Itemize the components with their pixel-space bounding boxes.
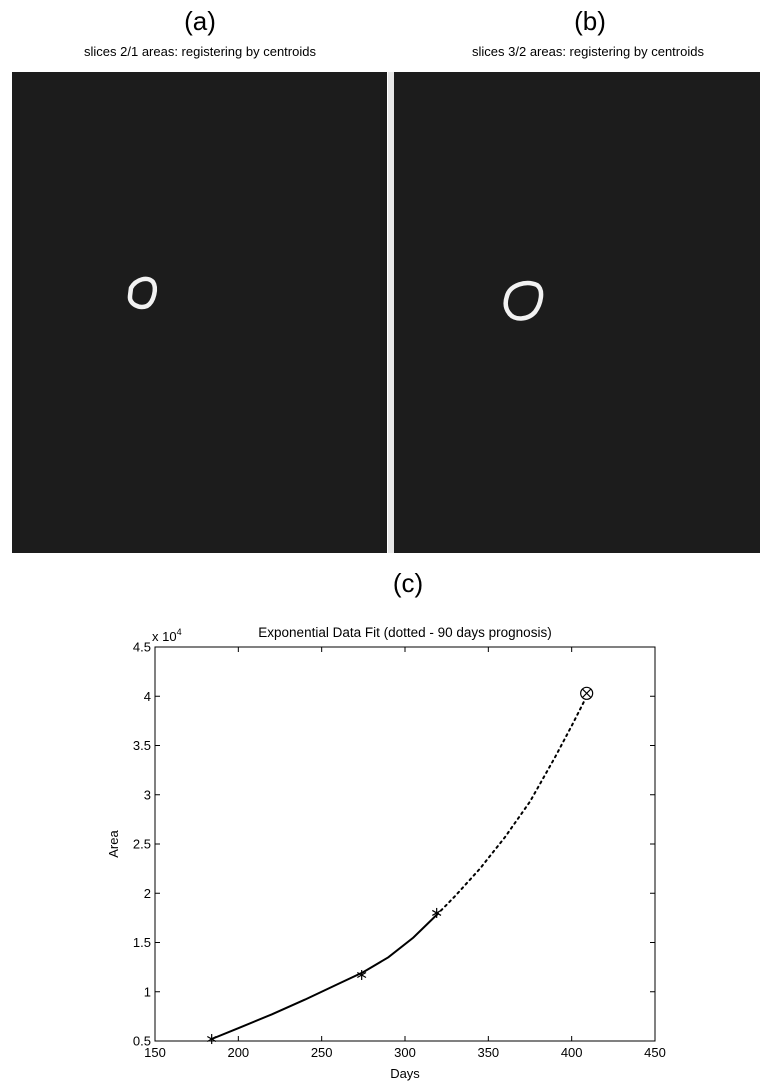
asterisk-stroke xyxy=(357,971,367,979)
x-tick-label: 350 xyxy=(477,1045,499,1060)
y-tick-label: 3 xyxy=(144,787,151,802)
y-tick-label: 0.5 xyxy=(133,1034,151,1049)
x-tick-label: 300 xyxy=(394,1045,416,1060)
marker-cross-2 xyxy=(582,688,592,698)
y-multiplier: x 104 xyxy=(152,627,182,644)
marker-layer xyxy=(207,686,594,1045)
contour-b xyxy=(503,280,544,321)
x-axis-ticks: 150 200 250 300 350 400 450 xyxy=(144,647,666,1060)
prognosis-point-circle-x xyxy=(580,686,594,700)
data-point-asterisk xyxy=(357,970,367,981)
y-axis-label: Area xyxy=(106,830,121,858)
panel-b-label: (b) xyxy=(574,6,606,36)
y-axis-ticks: 0.5 1 1.5 2 2.5 3 3.5 4 4.5 xyxy=(133,640,655,1049)
series-layer xyxy=(211,695,588,1040)
x-tick-label: 150 xyxy=(144,1045,166,1060)
panel-c-label: (c) xyxy=(392,568,424,598)
y-tick-label: 3.5 xyxy=(133,738,151,753)
contour-a xyxy=(127,276,157,310)
asterisk-stroke xyxy=(207,1036,217,1043)
slice-image-b xyxy=(394,72,760,553)
x-tick-label: 250 xyxy=(311,1045,333,1060)
x-tick-label: 400 xyxy=(561,1045,583,1060)
x-tick-label: 450 xyxy=(644,1045,666,1060)
y-multiplier-base: x 10 xyxy=(152,629,177,644)
x-tick-label: 200 xyxy=(227,1045,249,1060)
y-tick-label: 1.5 xyxy=(133,935,151,950)
y-tick-label: 1 xyxy=(144,984,151,999)
y-multiplier-exponent: 4 xyxy=(177,627,182,637)
slice-image-a xyxy=(12,72,387,553)
y-tick-label: 2.5 xyxy=(133,837,151,852)
panel-a-title: slices 2/1 areas: registering by centroi… xyxy=(84,44,316,59)
asterisk-stroke xyxy=(432,909,442,916)
y-tick-label: 2 xyxy=(144,886,151,901)
fit-curve-solid xyxy=(211,914,438,1040)
data-point-asterisk xyxy=(432,907,442,918)
plot-frame xyxy=(154,646,656,1042)
x-axis-label: Days xyxy=(390,1066,420,1081)
panel-a-label: (a) xyxy=(184,6,216,36)
prognosis-curve-dotted xyxy=(435,695,588,916)
y-tick-label: 4.5 xyxy=(133,640,151,655)
panel-b-title: slices 3/2 areas: registering by centroi… xyxy=(472,44,704,59)
area-fit-chart: Exponential Data Fit (dotted - 90 days p… xyxy=(106,625,666,1081)
y-tick-label: 4 xyxy=(144,689,151,704)
panel-divider xyxy=(388,72,394,553)
data-point-asterisk xyxy=(207,1034,217,1045)
chart-title: Exponential Data Fit (dotted - 90 days p… xyxy=(258,625,551,640)
